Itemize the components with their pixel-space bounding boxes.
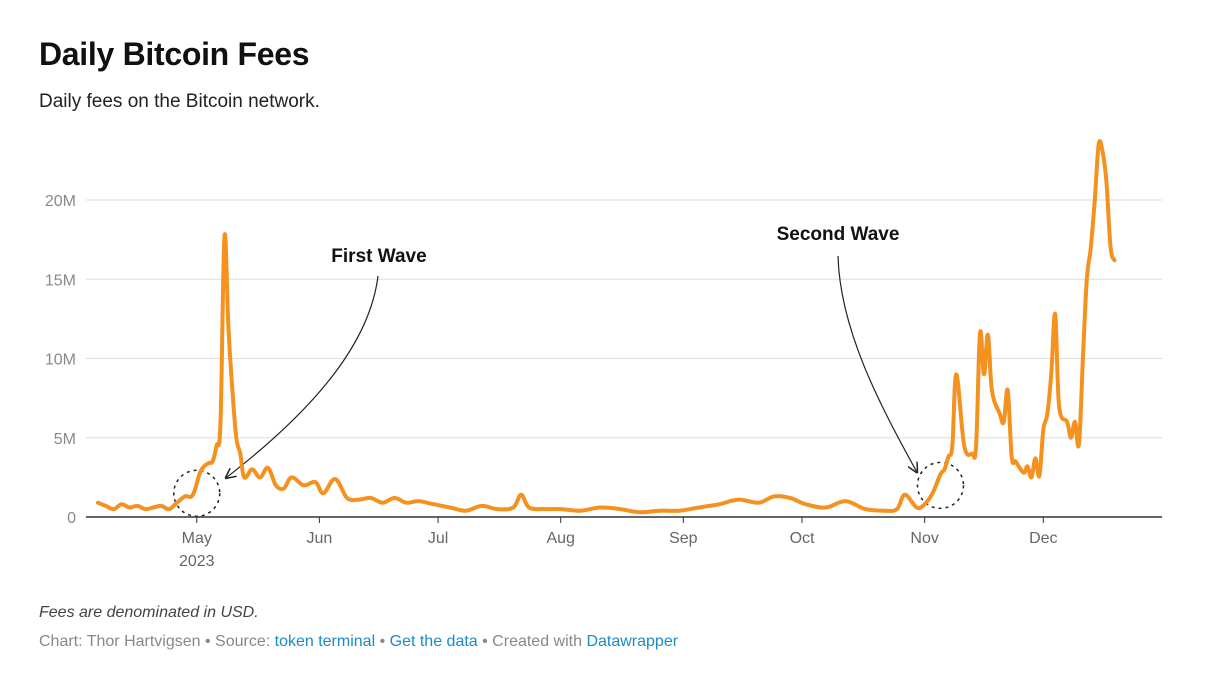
annotation-label: First Wave bbox=[331, 246, 426, 267]
y-axis-labels: 0 5M 10M 15M 20M bbox=[45, 193, 76, 527]
credits: Chart: Thor Hartvigsen • Source: token t… bbox=[39, 633, 678, 651]
x-tick-label: Oct bbox=[790, 530, 815, 547]
annotation-label: Second Wave bbox=[777, 224, 900, 245]
x-axis-labels: May 2023 Jun Jul Aug Sep Oct Nov Dec bbox=[179, 517, 1058, 570]
series-layer bbox=[95, 139, 1117, 515]
x-tick-label: Dec bbox=[1029, 530, 1057, 547]
x-tick-label: Jul bbox=[428, 530, 448, 547]
annotations: First Wave Second Wave bbox=[173, 224, 965, 518]
series-line bbox=[95, 139, 1117, 515]
annotation-highlight-circle bbox=[916, 461, 965, 510]
grid-lines bbox=[86, 199, 1162, 439]
datawrapper-link[interactable]: Datawrapper bbox=[586, 633, 679, 650]
footnote: Fees are denominated in USD. bbox=[39, 604, 259, 621]
y-tick-label: 15M bbox=[45, 272, 76, 289]
created-with-text: • Created with bbox=[477, 633, 587, 650]
x-tick-label: May bbox=[182, 530, 212, 547]
chart-title: Daily Bitcoin Fees bbox=[39, 36, 310, 72]
line-chart: 0 5M 10M 15M 20M May 2023 Jun Jul Aug Sep Oct Nov De… bbox=[45, 139, 1162, 570]
x-tick-sublabel: 2023 bbox=[179, 553, 215, 570]
y-tick-label: 0 bbox=[67, 510, 76, 527]
x-tick-label: Aug bbox=[546, 530, 574, 547]
annotation-arrow bbox=[227, 275, 379, 477]
get-data-link[interactable]: Get the data bbox=[389, 633, 478, 650]
y-tick-label: 5M bbox=[54, 431, 76, 448]
credit-separator: • bbox=[375, 633, 390, 650]
annotation-arrow bbox=[837, 255, 916, 471]
y-tick-label: 10M bbox=[45, 352, 76, 369]
credit-text: Chart: Thor Hartvigsen • Source: bbox=[39, 633, 275, 650]
y-tick-label: 20M bbox=[45, 193, 76, 210]
chart-subtitle: Daily fees on the Bitcoin network. bbox=[39, 91, 320, 112]
source-link[interactable]: token terminal bbox=[274, 633, 376, 650]
x-tick-label: Jun bbox=[306, 530, 332, 547]
x-tick-label: Sep bbox=[669, 530, 698, 547]
x-tick-label: Nov bbox=[910, 530, 938, 547]
